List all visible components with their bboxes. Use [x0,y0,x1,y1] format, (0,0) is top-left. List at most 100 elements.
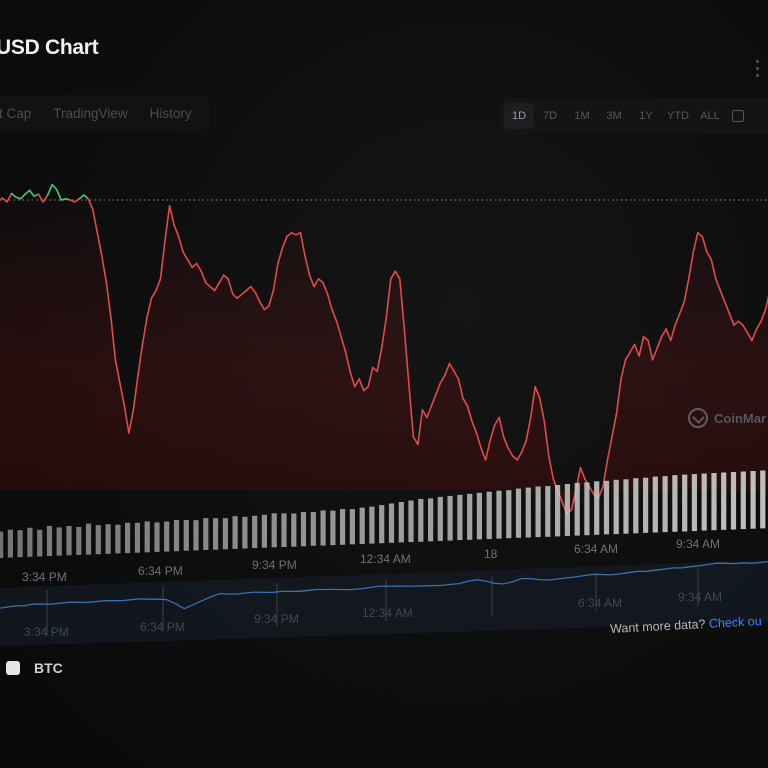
price-line-segment [683,278,690,303]
x-axis-label: 18 [484,547,498,561]
price-line-segment [466,405,473,423]
price-line-segment [204,281,211,288]
price-line-segment [444,362,451,377]
chart-legend[interactable]: BTC [6,660,63,676]
coinmarketcap-logo-icon [688,408,708,428]
legend-checkbox[interactable] [6,661,20,675]
price-line-segment [417,408,424,446]
price-line-segment [258,301,266,311]
price-line-segment [398,278,406,330]
price-line-segment [0,197,4,202]
volume-bar [506,490,512,539]
price-line-segment [1,197,8,203]
price-line-segment [10,192,17,199]
price-line-segment [137,343,144,377]
navigator-label: 12:34 AM [362,606,413,620]
price-line-segment [159,239,166,280]
navigator-area[interactable] [0,560,768,646]
volume-bar [691,474,697,532]
calendar-icon[interactable] [732,110,744,122]
range-ytd[interactable]: YTD [667,110,689,122]
tab-tradingview[interactable]: TradingView [53,105,128,121]
volume-bar [95,525,101,555]
price-line-segment [678,301,686,315]
chart-type-tabs: t Cap TradingView History [0,95,210,131]
price-line-segment [602,459,609,488]
range-1y[interactable]: 1Y [639,110,653,122]
price-line-segment [186,258,193,269]
volume-bar [437,496,443,541]
price-line-segment [195,262,202,273]
price-line-segment [33,193,40,197]
navigator-label: 9:34 AM [678,590,723,604]
price-line-segment [728,312,735,326]
price-line-segment [520,439,528,454]
price-line-segment [480,447,487,461]
volume-bar [730,472,737,530]
price-line-segment [371,366,379,373]
price-line-segment [385,278,392,319]
price-line-segment [453,370,460,380]
price-line-segment [272,262,279,292]
volume-bar [85,523,92,555]
price-line-segment [362,385,370,392]
price-line-segment [606,435,613,461]
volume-bar [7,529,13,558]
price-line-segment [51,183,58,191]
range-3m[interactable]: 3M [606,110,622,122]
price-line-segment [132,374,139,411]
range-all[interactable]: ALL [700,110,720,122]
check-out-link[interactable]: Check ou [708,614,762,631]
volume-bar [467,493,473,540]
price-line-segment [105,281,112,319]
volume-bar [115,524,121,554]
price-line-segment [439,374,446,384]
price-line-segment [430,393,437,407]
price-line-segment [28,189,35,197]
navigator-label: 3:34 PM [24,625,69,639]
volume-bar [330,510,336,546]
price-line-segment [760,308,767,323]
price-line-segment [277,247,284,265]
volume-bar [388,503,395,543]
volume-bar [359,507,365,544]
price-line-segment [92,208,99,234]
price-line-segment [191,262,198,269]
price-line-segment [674,312,681,326]
price-line-segment [128,408,135,434]
price-line-segment [669,324,677,342]
price-line-segment [164,205,171,242]
page-title: USD Chart [0,36,99,59]
price-line-segment [493,416,500,427]
price-line-segment [349,370,356,388]
price-line-segment [331,308,338,323]
volume-bar [672,475,678,532]
price-line-segment [263,305,270,311]
price-line-segment [737,320,744,326]
x-axis-label: 9:34 PM [252,558,297,572]
price-line-segment [633,343,640,357]
price-line-segment [475,432,482,450]
price-line-segment [525,416,532,442]
price-line-segment [123,405,130,434]
price-line-segment [299,231,306,257]
more-options-icon[interactable] [756,60,760,81]
range-1m[interactable]: 1M [574,110,590,122]
navigator-background[interactable] [0,560,768,646]
tab-market-cap[interactable]: t Cap [0,105,32,121]
price-line-segment [101,255,108,284]
tab-history[interactable]: History [149,105,192,121]
price-line-segment [380,316,388,350]
price-line-segment [755,320,762,330]
price-line-segment [146,297,153,319]
range-7d[interactable]: 7D [542,110,558,122]
price-line-segment [629,343,636,353]
price-line-segment [647,339,654,361]
range-1d[interactable]: 1D [504,103,534,129]
time-range-selector: 1D 7D 1M 3M 1Y YTD ALL [500,98,768,134]
navigator-label: 6:34 PM [140,620,185,634]
volume-bar [310,512,316,546]
price-line-segment [394,270,401,280]
price-line-segment [222,274,229,280]
